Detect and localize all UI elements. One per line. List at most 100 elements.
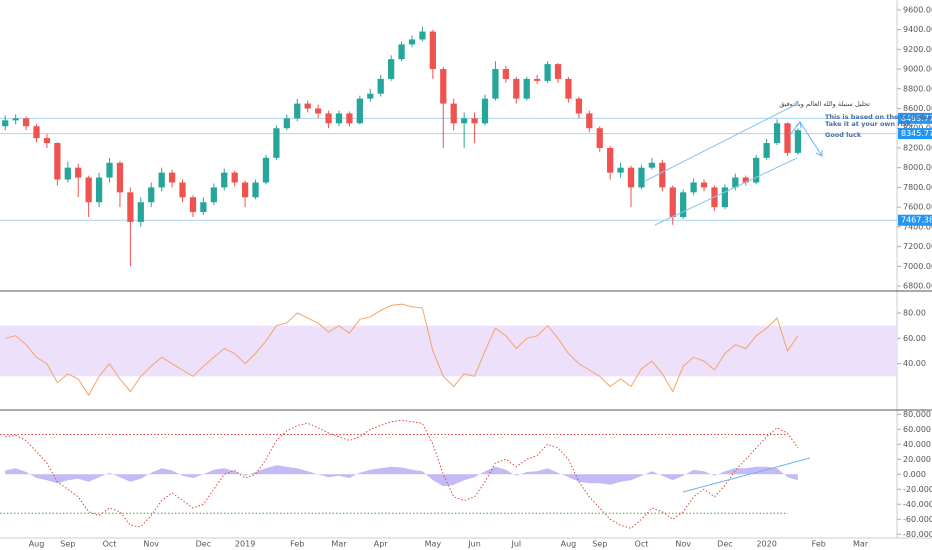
candle-body [168, 172, 176, 183]
candle-body [200, 202, 207, 213]
candle-body [440, 69, 447, 104]
x-tick-label: Sep [592, 540, 607, 549]
candle-body [534, 78, 541, 81]
candle-body [700, 182, 708, 188]
candle-body [617, 167, 624, 173]
y-tick-label: 7000.000 [903, 262, 932, 271]
candle-body [148, 187, 155, 203]
candle-body [314, 108, 322, 114]
candle-body [586, 113, 593, 129]
candle-body [492, 69, 499, 99]
x-tick-label: 2020 [756, 540, 776, 549]
candle-body [252, 182, 259, 198]
y-tick-label: -20.000 [903, 485, 932, 494]
rsi-band [0, 325, 897, 377]
candle-body [596, 128, 603, 148]
candle-body [158, 172, 165, 188]
y-tick-label: -80.000 [903, 530, 932, 539]
y-tick-label: 9400.000 [903, 25, 932, 34]
y-tick-label: 6800.000 [903, 282, 932, 291]
candle-body [85, 177, 92, 203]
x-tick-label: May [425, 540, 442, 549]
candle-body [231, 172, 238, 183]
candle-body [304, 103, 311, 109]
channel-bottom [654, 157, 798, 226]
y-tick-label: 7800.000 [903, 183, 932, 192]
candle-body [273, 128, 280, 158]
histogram-area [5, 465, 798, 487]
arrow-head [815, 150, 823, 157]
candle-body [294, 103, 301, 119]
y-tick-label: -60.000 [903, 515, 932, 524]
x-tick-label: Feb [290, 540, 304, 549]
x-tick-label: Oct [103, 540, 117, 549]
y-tick-label: 40.000 [903, 440, 931, 449]
candle-body [669, 187, 676, 218]
channel-top [644, 103, 798, 182]
candle-body [565, 78, 572, 99]
candle-body [721, 187, 729, 208]
candle-body [189, 197, 197, 213]
candle-body [607, 147, 614, 173]
candle-body [627, 167, 635, 188]
candle-body [54, 143, 61, 180]
candle-body [690, 182, 697, 193]
candle-body [794, 130, 802, 153]
x-tick-label: Aug [561, 540, 577, 549]
x-tick-label: Feb [812, 540, 826, 549]
candle-body [43, 138, 51, 144]
y-tick-label: 40.00 [903, 359, 926, 368]
candle-body [575, 98, 583, 114]
x-tick-label: 2019 [235, 540, 255, 549]
candle-body [22, 118, 30, 127]
y-tick-label: 20.000 [903, 455, 931, 464]
arrow-head [795, 120, 802, 129]
candle-body [356, 98, 363, 124]
level-label: 7467.381 [901, 216, 932, 225]
candle-body [241, 182, 249, 198]
y-tick-label: -40.000 [903, 500, 932, 509]
candle-body [137, 202, 144, 222]
x-tick-label: Jun [467, 540, 481, 549]
candle-body [388, 59, 395, 79]
x-tick-label: Mar [331, 540, 347, 549]
candle-body [429, 31, 436, 70]
x-tick-label: Nov [143, 540, 159, 549]
y-tick-label: 7200.000 [903, 242, 932, 251]
candle-body [471, 118, 478, 124]
candle-body [95, 177, 103, 203]
candle-body [732, 177, 739, 188]
candle-body [554, 64, 562, 79]
candle-body [450, 103, 457, 124]
x-tick-label: Oct [635, 540, 649, 549]
signal-line [5, 419, 799, 529]
y-tick-label: 80.00 [903, 309, 926, 318]
y-tick-label: 80.000 [903, 410, 931, 419]
x-tick-label: Dec [717, 540, 732, 549]
candle-body [680, 192, 687, 218]
x-tick-label: Aug [29, 540, 45, 549]
annotation: تحليل سنبلة والله العالم وبالتوفيق [779, 100, 870, 108]
rsi-line [5, 303, 799, 397]
candle-body [648, 162, 656, 168]
x-tick-label: Mar [853, 540, 869, 549]
annotation: Good luck [825, 131, 862, 139]
candle-body [763, 143, 770, 158]
level-label-box [898, 128, 932, 140]
candle-body [346, 113, 353, 124]
y-tick-label: 8200.000 [903, 143, 932, 152]
y-tick-label: 60.00 [903, 334, 926, 343]
candle-body [106, 162, 113, 178]
candle-body [377, 78, 384, 94]
y-tick-label: 8800.000 [903, 84, 932, 93]
candle-body [461, 118, 468, 124]
candle-body [179, 182, 186, 198]
y-tick-label: 8000.000 [903, 163, 932, 172]
y-tick-label: 9200.000 [903, 45, 932, 54]
candle-body [12, 118, 19, 121]
candle-body [64, 167, 71, 180]
candle-body [116, 162, 124, 193]
y-tick-label: 7400.000 [903, 222, 932, 231]
candle-body [33, 126, 40, 139]
